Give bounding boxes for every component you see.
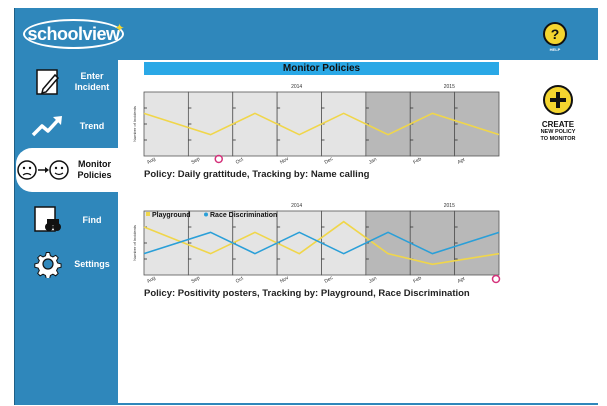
series-line-0 (143, 220, 500, 266)
x-tick-label: Aug (146, 156, 157, 166)
legend-label: Race Discrimination (210, 212, 277, 219)
logo-text-view: view (82, 24, 120, 44)
x-tick-label: Sep (190, 275, 201, 285)
sidebar-item-label: Monitor Policies (77, 159, 112, 180)
schoolview-logo[interactable]: schoolview ✦ (23, 19, 124, 49)
help-label: HELP (549, 47, 561, 52)
month-cell (365, 91, 411, 157)
month-cell (454, 91, 500, 157)
trend-arrow-icon (28, 109, 68, 143)
month-cell (143, 91, 189, 157)
x-tick-label: Aug (146, 275, 157, 285)
x-tick-label: Nov (279, 275, 290, 285)
month-cell (232, 91, 278, 157)
x-tick-label: Jan (368, 156, 378, 165)
year-label: 2014 (291, 84, 302, 90)
series-line-0 (143, 112, 500, 136)
x-tick-label: Feb (412, 156, 423, 166)
gear-icon (28, 247, 68, 281)
create-label: CREATE (541, 120, 575, 129)
policy-chart-1[interactable]: 2014 2015 Number of Incidents Aug Sep Oct Nov D… (130, 78, 505, 170)
month-cell (321, 210, 367, 276)
sidebar-item-enter-incident[interactable]: Enter Incident (14, 60, 118, 104)
sidebar-item-monitor-policies[interactable]: Monitor Policies (16, 148, 118, 192)
x-tick-label: Oct (235, 156, 245, 165)
sidebar-item-label: Enter Incident (74, 71, 110, 92)
x-tick-label: Nov (279, 156, 290, 166)
sidebar-item-settings[interactable]: Settings (14, 242, 118, 286)
help-icon: ? (543, 22, 567, 46)
series-line-1 (143, 231, 500, 255)
y-axis-label: Number of Incidents (132, 106, 137, 142)
y-axis-label: Number of Incidents (132, 225, 137, 261)
month-cell (409, 210, 456, 276)
faces-transition-icon (16, 153, 71, 187)
create-sublabel: NEW POLICY TO MONITOR (540, 129, 576, 142)
year-label: 2014 (291, 203, 302, 209)
policy-chart-2[interactable]: 2014 2015 Number of Incidents Aug Sep Oct Nov D… (130, 197, 505, 289)
x-tick-label: Oct (235, 275, 245, 284)
policy-start-marker (214, 154, 223, 164)
logo-text-school: school (27, 24, 83, 44)
month-cell (232, 210, 278, 276)
sidebar-item-trend[interactable]: Trend (14, 104, 118, 148)
x-tick-label: Feb (412, 275, 423, 285)
sidebar-nav: Enter Incident Trend Monitor Policies (14, 60, 118, 286)
pencil-paper-icon (28, 65, 68, 99)
help-button[interactable]: ? HELP (540, 22, 570, 58)
policy-caption-2: Policy: Positivity posters, Tracking by:… (144, 288, 470, 299)
month-cell (454, 210, 500, 276)
legend-swatch (146, 212, 150, 216)
month-cell (143, 210, 189, 276)
policy-caption-1: Policy: Daily grattitude, Tracking by: N… (144, 169, 370, 180)
x-tick-label: Sep (190, 156, 201, 166)
month-cell (187, 91, 234, 157)
sidebar-item-label: Trend (79, 120, 105, 131)
sidebar-item-find[interactable]: Find (14, 198, 118, 242)
year-label: 2015 (444, 203, 455, 209)
binoculars-icon (28, 203, 68, 237)
x-tick-label: Dec (324, 275, 335, 285)
policy-end-marker (491, 274, 501, 284)
x-tick-label: Dec (324, 156, 335, 166)
plus-icon (543, 85, 573, 115)
page-title: Monitor Policies (144, 62, 499, 75)
x-tick-label: Jan (368, 275, 378, 284)
year-label: 2015 (444, 84, 455, 90)
sidebar-item-label: Find (82, 214, 102, 225)
month-cell (409, 91, 456, 157)
month-cell (321, 91, 367, 157)
legend-label: Playground (152, 212, 191, 219)
legend-swatch (204, 212, 208, 217)
sidebar-item-label: Settings (74, 258, 110, 269)
logo-spark-icon: ✦ (114, 21, 124, 35)
x-tick-label: Apr (457, 156, 467, 165)
create-policy-button[interactable]: CREATE NEW POLICY TO MONITOR (528, 85, 588, 143)
month-cell (187, 210, 234, 276)
x-tick-label: Apr (457, 275, 467, 284)
month-cell (276, 91, 322, 157)
